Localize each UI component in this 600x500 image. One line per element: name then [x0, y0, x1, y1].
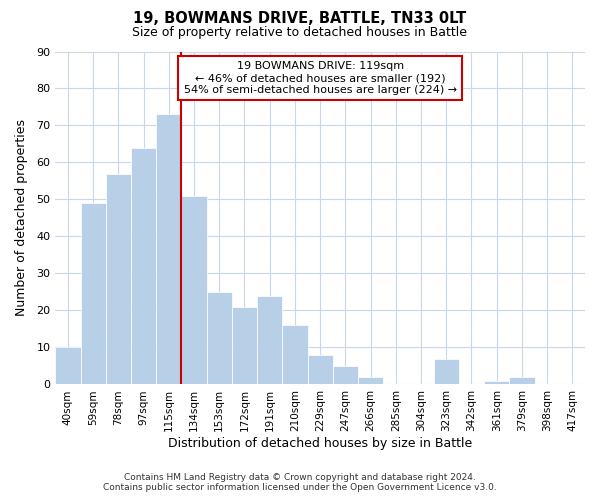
Bar	[206, 292, 232, 384]
Bar	[106, 174, 131, 384]
Text: Contains HM Land Registry data © Crown copyright and database right 2024.
Contai: Contains HM Land Registry data © Crown c…	[103, 473, 497, 492]
Bar	[509, 377, 535, 384]
Bar	[131, 148, 156, 384]
Bar	[156, 114, 181, 384]
X-axis label: Distribution of detached houses by size in Battle: Distribution of detached houses by size …	[168, 437, 472, 450]
Bar	[80, 203, 106, 384]
Bar	[181, 196, 206, 384]
Bar	[484, 381, 509, 384]
Text: 19 BOWMANS DRIVE: 119sqm
← 46% of detached houses are smaller (192)
54% of semi-: 19 BOWMANS DRIVE: 119sqm ← 46% of detach…	[184, 62, 457, 94]
Text: 19, BOWMANS DRIVE, BATTLE, TN33 0LT: 19, BOWMANS DRIVE, BATTLE, TN33 0LT	[133, 11, 467, 26]
Bar	[283, 326, 308, 384]
Bar	[333, 366, 358, 384]
Bar	[358, 377, 383, 384]
Text: Size of property relative to detached houses in Battle: Size of property relative to detached ho…	[133, 26, 467, 39]
Bar	[434, 358, 459, 384]
Bar	[55, 348, 80, 385]
Bar	[257, 296, 283, 384]
Y-axis label: Number of detached properties: Number of detached properties	[15, 120, 28, 316]
Bar	[232, 307, 257, 384]
Bar	[308, 355, 333, 384]
